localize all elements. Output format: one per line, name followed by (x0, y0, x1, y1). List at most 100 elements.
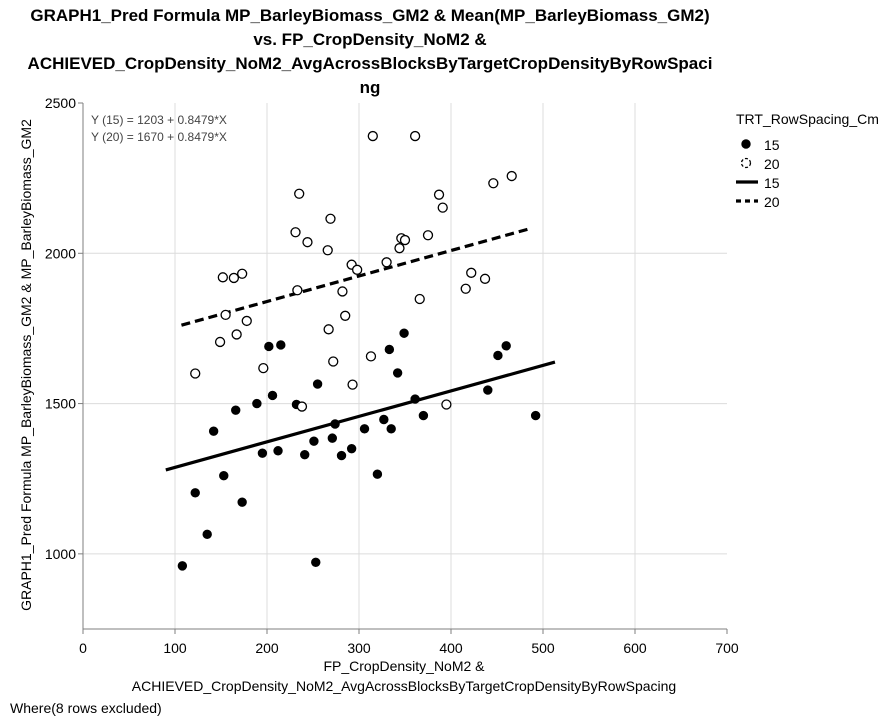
data-point-20 (422, 230, 434, 241)
data-point-15 (257, 448, 268, 458)
fit-line-20 (181, 227, 529, 327)
data-point-20 (217, 272, 228, 283)
data-point-20 (414, 293, 425, 305)
data-point-20 (228, 272, 240, 284)
data-point-20 (399, 234, 411, 246)
data-point-15 (208, 426, 219, 436)
plot-area (83, 103, 727, 629)
data-point-20 (394, 243, 405, 254)
data-point-15 (237, 497, 247, 507)
data-point-15 (190, 488, 200, 498)
y-tick-label: 1000 (45, 546, 76, 562)
x-tick-label: 300 (347, 640, 371, 656)
data-point-20 (214, 336, 226, 348)
x-tick-label: 0 (79, 640, 87, 656)
data-point-15 (177, 561, 188, 571)
data-point-20 (506, 170, 517, 182)
x-axis-title: FP_CropDensity_NoM2 & ACHIEVED_CropDensi… (132, 656, 676, 696)
data-point-15 (252, 398, 262, 409)
data-point-15 (501, 341, 511, 351)
data-point-15 (273, 446, 283, 456)
x-tick-label: 400 (439, 640, 463, 656)
data-point-20 (290, 227, 301, 238)
data-point-20 (294, 188, 305, 199)
chart-title: GRAPH1_Pred Formula MP_BarleyBiomass_GM2… (0, 4, 740, 100)
data-point-15 (418, 410, 429, 421)
data-point-15 (311, 557, 321, 567)
fit-line-15 (165, 360, 556, 472)
data-point-15 (379, 414, 389, 425)
data-point-15 (327, 433, 338, 443)
data-point-20 (296, 401, 308, 412)
data-point-20 (231, 329, 242, 340)
legend-label-20-line: 20 (764, 194, 780, 210)
data-point-20 (323, 324, 334, 335)
data-point-15 (202, 529, 212, 540)
x-tick-label: 100 (163, 640, 187, 656)
data-point-15 (359, 424, 370, 434)
chart-title-line: GRAPH1_Pred Formula MP_BarleyBiomass_GM2… (30, 6, 710, 25)
data-point-15 (399, 328, 409, 338)
data-point-15 (384, 344, 395, 355)
x-tick-label: 200 (255, 640, 279, 656)
data-point-20 (381, 257, 392, 268)
data-point-20 (409, 130, 421, 142)
where-footnote: Where(8 rows excluded) (10, 700, 162, 716)
data-point-20 (328, 356, 339, 367)
data-point-15 (267, 390, 278, 401)
data-point-15 (300, 449, 310, 460)
x-tick-label: 700 (715, 640, 739, 656)
data-point-15 (231, 405, 241, 415)
data-point-20 (292, 285, 303, 296)
data-point-20 (325, 213, 336, 224)
data-point-20 (337, 286, 348, 297)
data-point-15 (330, 419, 340, 429)
data-point-20 (367, 130, 378, 142)
data-point-15 (386, 424, 396, 434)
data-point-20 (460, 283, 471, 294)
y-axis-title: GRAPH1_Pred Formula MP_BarleyBiomass_GM2… (18, 119, 34, 611)
data-point-20 (437, 202, 448, 213)
data-point-20 (258, 362, 269, 374)
chart-title-line: vs. FP_CropDensity_NoM2 & (253, 30, 487, 49)
data-point-20 (488, 178, 499, 189)
data-point-20 (365, 351, 377, 362)
y-tick-label: 2000 (45, 245, 76, 261)
y-tick-label: 1500 (45, 396, 76, 412)
data-point-15 (276, 340, 286, 350)
chart-title-line: ACHIEVED_CropDensity_NoM2_AvgAcrossBlock… (27, 54, 713, 73)
data-point-15 (372, 469, 383, 479)
legend-label-15-marker: 15 (764, 137, 780, 153)
data-point-15 (336, 450, 347, 461)
data-point-20 (466, 267, 477, 278)
data-point-20 (302, 237, 313, 248)
data-point-15 (493, 350, 503, 361)
legend-label-15-line: 15 (764, 175, 780, 191)
data-point-20 (347, 379, 358, 390)
y-tick-label: 2500 (45, 95, 76, 111)
x-axis-title-line: FP_CropDensity_NoM2 & (323, 658, 485, 674)
legend-label-20-marker: 20 (764, 156, 780, 172)
regression-equation: Y (15) = 1203 + 0.8479*X (91, 113, 227, 127)
legend-symbol-15-marker (741, 139, 751, 149)
data-point-20 (433, 189, 445, 200)
data-point-20 (441, 399, 452, 410)
legend-symbol-20-marker (740, 157, 752, 169)
data-point-15 (483, 385, 493, 395)
regression-equation: Y (20) = 1670 + 0.8479*X (91, 130, 227, 144)
data-point-15 (530, 410, 541, 421)
data-point-15 (312, 379, 323, 389)
data-point-15 (264, 341, 274, 352)
data-point-20 (479, 273, 491, 284)
data-point-20 (340, 310, 351, 321)
data-point-20 (220, 309, 231, 321)
data-point-15 (309, 436, 319, 446)
x-axis-title-line: ACHIEVED_CropDensity_NoM2_AvgAcrossBlock… (131, 678, 677, 694)
data-point-20 (322, 245, 333, 256)
data-point-15 (219, 471, 229, 481)
legend-title: TRT_RowSpacing_Cm (736, 111, 879, 127)
data-point-20 (352, 264, 363, 275)
data-point-20 (190, 368, 201, 379)
data-point-20 (241, 315, 252, 327)
